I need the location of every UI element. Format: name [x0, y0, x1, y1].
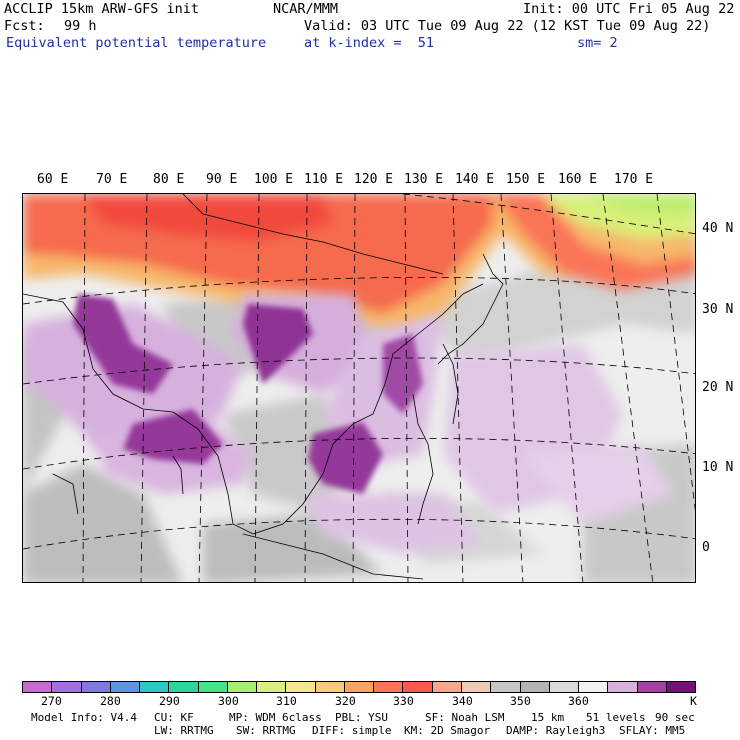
- footer-lw: LW: RRTMG: [154, 725, 214, 737]
- colorbar-swatch: [199, 682, 228, 692]
- colorbar-swatch: [52, 682, 81, 692]
- footer-sf: SF: Noah LSM: [425, 712, 504, 724]
- lat-label: 30 N: [702, 303, 733, 317]
- colorbar-tick: 340: [452, 695, 473, 707]
- lon-label: 120 E: [354, 173, 393, 187]
- lon-label: 170 E: [614, 173, 653, 187]
- colorbar-swatch: [257, 682, 286, 692]
- map-panel: [22, 193, 696, 583]
- colorbar-tick: 320: [335, 695, 356, 707]
- colorbar-tick: 330: [393, 695, 414, 707]
- footer-model-info: Model Info: V4.4: [31, 712, 137, 724]
- field-name: Equivalent potential temperature: [6, 36, 266, 51]
- colorbar-swatch: [667, 682, 695, 692]
- colorbar-swatch: [228, 682, 257, 692]
- colorbar-swatch: [608, 682, 637, 692]
- footer-sw: SW: RRTMG: [236, 725, 296, 737]
- colorbar-tick: 290: [159, 695, 180, 707]
- footer-sflay: SFLAY: MM5: [619, 725, 685, 737]
- level-label: at k-index = 51: [304, 36, 434, 51]
- colorbar-swatch: [140, 682, 169, 692]
- colorbar-tick: 350: [510, 695, 531, 707]
- lat-label: 20 N: [702, 381, 733, 395]
- lon-label: 90 E: [206, 173, 237, 187]
- lon-label: 160 E: [558, 173, 597, 187]
- lon-label: 130 E: [404, 173, 443, 187]
- colorbar-swatch: [169, 682, 198, 692]
- map-canvas: [23, 194, 696, 583]
- lat-label: 10 N: [702, 461, 733, 475]
- footer-cu: CU: KF: [154, 712, 194, 724]
- colorbar-swatch: [462, 682, 491, 692]
- colorbar-tick: 280: [100, 695, 121, 707]
- colorbar-swatch: [638, 682, 667, 692]
- lon-label: 70 E: [96, 173, 127, 187]
- footer-damp: DAMP: Rayleigh3: [506, 725, 605, 737]
- colorbar-swatch: [286, 682, 315, 692]
- lon-label: 140 E: [455, 173, 494, 187]
- colorbar-swatch: [521, 682, 550, 692]
- forecast-label: Fcst:: [4, 19, 45, 34]
- footer-resolution: 15 km: [531, 712, 564, 724]
- colorbar-unit: K: [690, 695, 697, 707]
- colorbar-swatch: [491, 682, 520, 692]
- colorbar-swatch: [374, 682, 403, 692]
- colorbar-swatch: [111, 682, 140, 692]
- lon-label: 110 E: [304, 173, 343, 187]
- lat-label: 40 N: [702, 222, 733, 236]
- forecast-hour: 99 h: [64, 19, 97, 34]
- footer-km: KM: 2D Smagor: [404, 725, 490, 737]
- footer-levels: 51 levels: [586, 712, 646, 724]
- colorbar-swatch: [550, 682, 579, 692]
- footer-pbl: PBL: YSU: [335, 712, 388, 724]
- colorbar-swatch: [403, 682, 432, 692]
- colorbar-tick: 310: [276, 695, 297, 707]
- lon-label: 80 E: [153, 173, 184, 187]
- footer-timestep: 90 sec: [655, 712, 695, 724]
- colorbar-tick: 360: [568, 695, 589, 707]
- lon-label: 100 E: [254, 173, 293, 187]
- institution-label: NCAR/MMM: [273, 2, 338, 17]
- lon-label: 150 E: [506, 173, 545, 187]
- colorbar-tick: 270: [41, 695, 62, 707]
- colorbar: [22, 681, 696, 693]
- valid-time: Valid: 03 UTC Tue 09 Aug 22 (12 KST Tue …: [304, 19, 710, 34]
- colorbar-swatch: [345, 682, 374, 692]
- lat-label: 0: [702, 541, 710, 555]
- colorbar-swatch: [579, 682, 608, 692]
- init-time: Init: 00 UTC Fri 05 Aug 22: [523, 2, 734, 17]
- footer-mp: MP: WDM 6class: [229, 712, 322, 724]
- colorbar-swatch: [316, 682, 345, 692]
- model-title: ACCLIP 15km ARW-GFS init: [4, 2, 199, 17]
- colorbar-swatch: [433, 682, 462, 692]
- colorbar-swatch: [23, 682, 52, 692]
- smoothing-label: sm= 2: [577, 36, 618, 51]
- lon-label: 60 E: [37, 173, 68, 187]
- colorbar-tick: 300: [218, 695, 239, 707]
- footer-diff: DIFF: simple: [312, 725, 391, 737]
- colorbar-swatch: [82, 682, 111, 692]
